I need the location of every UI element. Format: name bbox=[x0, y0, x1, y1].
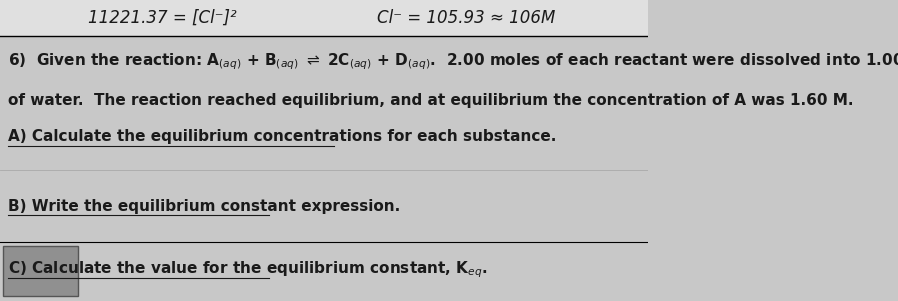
Bar bbox=[0, 0, 648, 36]
Text: 11221.37 = [Cl⁻]²: 11221.37 = [Cl⁻]² bbox=[88, 9, 236, 27]
Text: C) Calculate the value for the equilibrium constant, K$_{eq}$.: C) Calculate the value for the equilibri… bbox=[8, 259, 488, 280]
Text: B) Write the equilibrium constant expression.: B) Write the equilibrium constant expres… bbox=[8, 199, 400, 214]
Text: of water.  The reaction reached equilibrium, and at equilibrium the concentratio: of water. The reaction reached equilibri… bbox=[8, 93, 853, 108]
Bar bbox=[4, 246, 78, 296]
Text: Cl⁻ = 105.93 ≈ 106M: Cl⁻ = 105.93 ≈ 106M bbox=[377, 9, 556, 27]
Text: 6)  Given the reaction: A$_{(aq)}$ + B$_{(aq)}$ $\rightleftharpoons$ 2C$_{(aq)}$: 6) Given the reaction: A$_{(aq)}$ + B$_{… bbox=[8, 51, 898, 72]
Text: A) Calculate the equilibrium concentrations for each substance.: A) Calculate the equilibrium concentrati… bbox=[8, 129, 556, 144]
